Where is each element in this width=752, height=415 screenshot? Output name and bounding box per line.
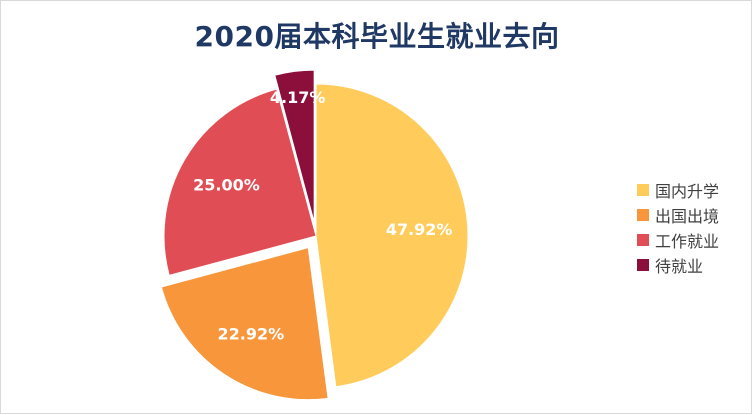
legend-swatch xyxy=(637,208,649,221)
slice-study-abroad xyxy=(160,247,329,401)
slice-data-label: 47.92% xyxy=(386,220,453,239)
slice-domestic-study xyxy=(315,83,469,388)
chart-title: 2020届本科毕业生就业去向 xyxy=(194,20,560,53)
legend-item-domestic-study: 国内升学 xyxy=(637,177,719,202)
legend-item-study-abroad: 出国出境 xyxy=(637,202,719,227)
legend: 国内升学 出国出境 工作就业 待就业 xyxy=(637,177,719,277)
legend-swatch xyxy=(637,183,649,196)
legend-label: 国内升学 xyxy=(655,181,720,201)
slice-employment xyxy=(163,88,317,276)
slice-data-label: 25.00% xyxy=(193,175,260,194)
legend-label: 待就业 xyxy=(655,256,704,276)
slice-data-label: 22.92% xyxy=(217,325,284,344)
legend-item-employment: 工作就业 xyxy=(637,227,719,252)
legend-swatch xyxy=(637,233,649,246)
slice-awaiting-employment xyxy=(274,69,315,223)
legend-item-awaiting-employment: 待就业 xyxy=(637,252,719,277)
legend-label: 出国出境 xyxy=(655,206,720,226)
legend-swatch xyxy=(637,258,649,271)
legend-label: 工作就业 xyxy=(655,231,720,251)
slice-data-label: 4.17% xyxy=(270,88,326,107)
